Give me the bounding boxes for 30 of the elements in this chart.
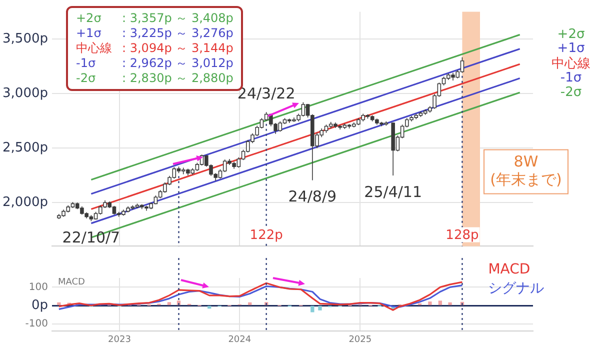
text: -2σ : 2,830p ～ 2,880p: [76, 71, 234, 85]
text: +2σ : 3,357p ～ 3,408p: [76, 11, 234, 25]
text: +1σ: [557, 41, 585, 56]
ref-line-label: 122p: [250, 228, 283, 244]
y-tick-label: 2,500p: [2, 140, 48, 156]
text: 中心線: [552, 56, 590, 72]
annotation: 24/8/9: [288, 188, 337, 206]
series-label: MACD: [488, 262, 530, 278]
series-label: シグナル: [488, 280, 544, 297]
text: -2σ: [560, 84, 582, 100]
annotation: 中心線 : 3,094p ～ 3,144p: [76, 41, 234, 56]
x-tick-label: 2023: [108, 334, 131, 345]
x-tick-label: 2025: [348, 334, 372, 345]
annotation: 24/3/22: [237, 84, 296, 102]
y-tick-label: 2,000p: [2, 194, 48, 210]
chart-title: MACD: [58, 277, 86, 288]
text: -1σ: [560, 70, 582, 86]
y-tick-label: 100: [28, 282, 48, 293]
x-tick-label: 2024: [228, 334, 252, 345]
y-tick-label: 3,500p: [2, 31, 48, 46]
annotation: 25/4/11: [364, 182, 422, 201]
annotation: 22/10/7: [62, 228, 120, 247]
band-label: 8W (年末まで): [490, 152, 562, 189]
ref-line-label: 128p: [446, 228, 479, 244]
text: +1σ : 3,225p ～ 3,276p: [76, 26, 234, 40]
y-tick-label: -100: [25, 318, 48, 330]
text: +2σ: [557, 27, 585, 42]
text: -1σ : 2,962p ～ 3,012p: [76, 56, 234, 70]
y-tick-label: 3,000p: [2, 86, 48, 101]
y-tick-label: 0p: [31, 298, 48, 313]
